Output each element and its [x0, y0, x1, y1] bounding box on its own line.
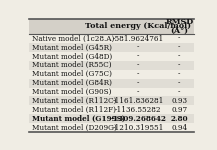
Text: -: -: [178, 79, 181, 87]
Text: -: -: [137, 88, 139, 96]
Text: Mutant model (G199S): Mutant model (G199S): [32, 115, 126, 123]
Text: -: -: [137, 44, 139, 51]
Text: -: -: [137, 52, 139, 60]
Text: Mutant model (R55C): Mutant model (R55C): [32, 61, 112, 69]
Text: -1210.319551: -1210.319551: [112, 124, 164, 132]
Text: RMSD
(Å°): RMSD (Å°): [165, 18, 193, 35]
Text: -581.9624761: -581.9624761: [112, 35, 164, 43]
Text: -1136.55282: -1136.55282: [115, 106, 161, 114]
Bar: [29, 61, 194, 70]
Text: Mutant model (G75C): Mutant model (G75C): [32, 70, 112, 78]
Text: -: -: [178, 35, 181, 43]
Text: -: -: [178, 52, 181, 60]
Text: 0.94: 0.94: [171, 124, 187, 132]
Bar: [29, 96, 194, 105]
Text: 0.93: 0.93: [171, 97, 187, 105]
Text: -: -: [178, 44, 181, 51]
Bar: [29, 43, 194, 52]
Bar: [29, 88, 194, 96]
Text: -: -: [137, 70, 139, 78]
Bar: [29, 52, 194, 61]
Text: Mutant model (R112C): Mutant model (R112C): [32, 97, 117, 105]
Text: Native model (1c28.A): Native model (1c28.A): [32, 35, 115, 43]
Bar: [29, 79, 194, 88]
Text: Mutant model (G45R): Mutant model (G45R): [32, 44, 112, 51]
Text: -: -: [178, 88, 181, 96]
Text: -1309.268642: -1309.268642: [110, 115, 166, 123]
Text: Mutant model (G48D): Mutant model (G48D): [32, 52, 112, 60]
Bar: [29, 114, 194, 123]
Bar: [29, 34, 194, 43]
Text: -1161.836281: -1161.836281: [112, 97, 164, 105]
Text: Mutant model (G84R): Mutant model (G84R): [32, 79, 112, 87]
Bar: [29, 70, 194, 79]
Bar: [29, 19, 194, 34]
Text: -: -: [137, 61, 139, 69]
Bar: [29, 123, 194, 132]
Text: Mutant model (D209G): Mutant model (D209G): [32, 124, 117, 132]
Bar: [29, 105, 194, 114]
Text: 0.97: 0.97: [171, 106, 187, 114]
Text: Mutant model (G90S): Mutant model (G90S): [32, 88, 112, 96]
Text: -: -: [178, 61, 181, 69]
Text: Total energy (Kcal/mol): Total energy (Kcal/mol): [85, 22, 191, 30]
Text: -: -: [178, 70, 181, 78]
Text: Mutant model (R112F): Mutant model (R112F): [32, 106, 116, 114]
Text: 2.80: 2.80: [171, 115, 188, 123]
Text: -: -: [137, 79, 139, 87]
